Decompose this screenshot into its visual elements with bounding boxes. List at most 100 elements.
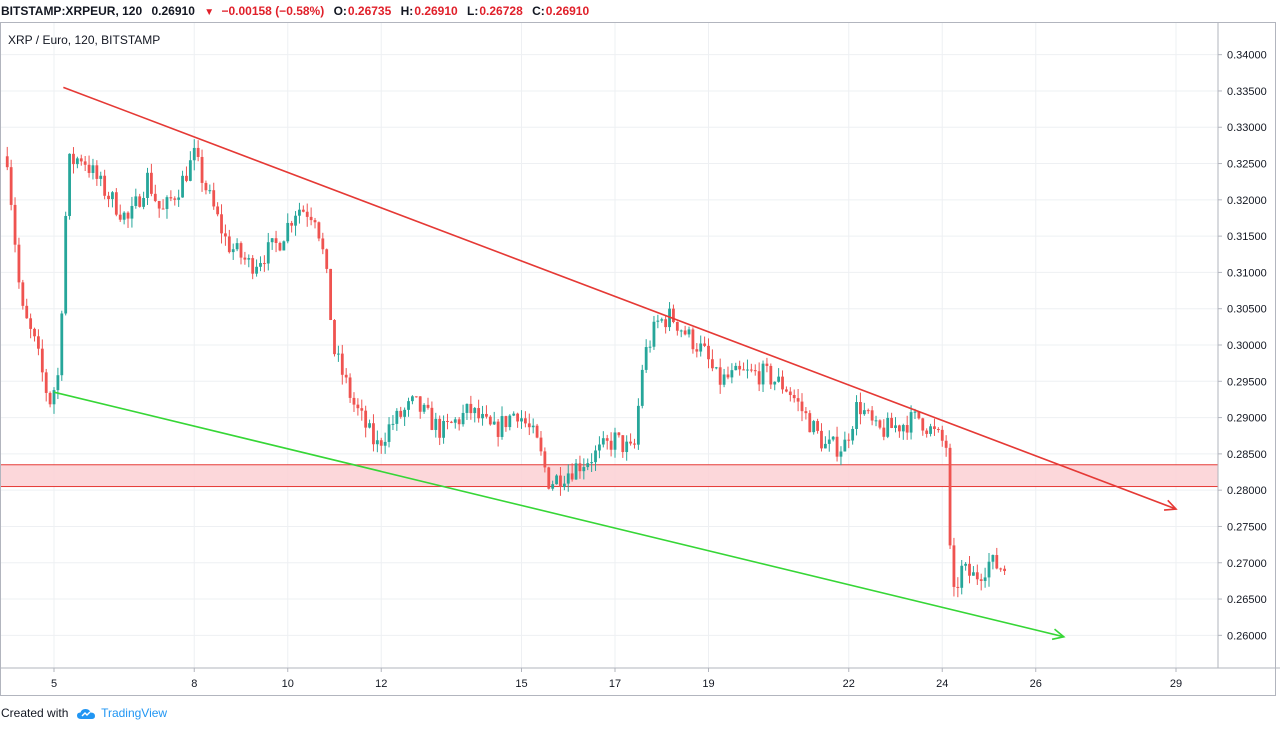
candle-down bbox=[539, 437, 543, 452]
candle-down bbox=[469, 403, 473, 414]
candle-down bbox=[683, 330, 687, 335]
candle-down bbox=[535, 425, 539, 438]
close-label: C: bbox=[532, 4, 545, 18]
candle-down bbox=[430, 407, 434, 430]
candle-down bbox=[921, 418, 925, 431]
y-tick-label: 0.26500 bbox=[1227, 594, 1267, 606]
candle-down bbox=[216, 206, 220, 215]
candle-up bbox=[122, 212, 126, 220]
candle-up bbox=[492, 421, 496, 425]
candle-up bbox=[91, 165, 95, 173]
candle-down bbox=[738, 365, 742, 370]
candle-down bbox=[703, 343, 707, 346]
candle-down bbox=[905, 425, 909, 433]
candle-up bbox=[574, 463, 578, 480]
candle-down bbox=[664, 319, 668, 328]
candle-up bbox=[165, 197, 169, 209]
candle-down bbox=[196, 147, 200, 157]
candle-up bbox=[395, 410, 399, 424]
down-triangle-icon: ▼ bbox=[204, 7, 215, 18]
candle-up bbox=[874, 420, 878, 422]
candle-down bbox=[633, 443, 636, 445]
candle-down bbox=[488, 416, 492, 425]
candle-up bbox=[508, 415, 512, 428]
candle-down bbox=[933, 426, 936, 430]
x-tick-label: 19 bbox=[702, 678, 714, 690]
candle-down bbox=[749, 369, 753, 371]
candle-down bbox=[118, 214, 122, 220]
candle-down bbox=[765, 363, 769, 366]
candle-up bbox=[831, 436, 835, 440]
candle-down bbox=[126, 212, 130, 219]
candle-down bbox=[718, 367, 722, 385]
high-label: H: bbox=[400, 4, 414, 18]
y-tick-label: 0.30500 bbox=[1227, 304, 1267, 316]
candle-down bbox=[769, 365, 773, 385]
candle-up bbox=[714, 367, 718, 369]
candle-up bbox=[566, 473, 570, 484]
candle-down bbox=[5, 156, 9, 168]
y-tick-label: 0.27500 bbox=[1227, 521, 1267, 533]
candle-up bbox=[777, 376, 781, 382]
candlestick-series bbox=[5, 139, 1006, 598]
candle-down bbox=[804, 411, 808, 414]
candle-up bbox=[192, 147, 196, 161]
candle-down bbox=[859, 402, 862, 415]
candle-up bbox=[465, 403, 469, 413]
candle-down bbox=[543, 451, 547, 468]
candle-down bbox=[477, 408, 481, 419]
candle-down bbox=[975, 572, 979, 580]
tradingview-cloud-icon bbox=[76, 708, 95, 719]
open-label: O: bbox=[333, 4, 347, 18]
candle-up bbox=[422, 404, 426, 412]
candle-up bbox=[909, 412, 913, 433]
candle-up bbox=[453, 419, 457, 423]
candle-up bbox=[500, 416, 504, 437]
candle-down bbox=[917, 411, 921, 419]
y-tick-label: 0.34000 bbox=[1227, 50, 1267, 62]
candle-up bbox=[894, 425, 897, 428]
y-tick-label: 0.28500 bbox=[1227, 449, 1267, 461]
candle-down bbox=[243, 257, 247, 260]
close-value: 0.26910 bbox=[545, 4, 590, 18]
candle-down bbox=[870, 410, 874, 421]
x-tick-label: 22 bbox=[843, 678, 855, 690]
candle-down bbox=[317, 222, 321, 239]
candle-down bbox=[227, 236, 231, 253]
candle-up bbox=[52, 390, 56, 405]
candle-down bbox=[952, 545, 956, 587]
candle-up bbox=[64, 215, 68, 314]
candle-up bbox=[403, 409, 407, 417]
candle-down bbox=[504, 416, 508, 428]
x-axis-ticks: 5 8 10 12 15 17 19 22 24 26 29 bbox=[51, 668, 1182, 690]
tradingview-link[interactable]: TradingView bbox=[101, 706, 168, 720]
y-tick-label: 0.32500 bbox=[1227, 159, 1267, 171]
symbol-name[interactable]: BITSTAMP:XRPEUR, 120 bbox=[1, 4, 143, 18]
candle-down bbox=[446, 420, 449, 422]
x-tick-label: 17 bbox=[609, 678, 621, 690]
candle-up bbox=[387, 424, 391, 442]
candle-down bbox=[672, 308, 675, 323]
candle-down bbox=[185, 175, 188, 181]
candle-down bbox=[107, 195, 110, 200]
candle-up bbox=[375, 440, 379, 445]
candle-down bbox=[609, 440, 613, 450]
candle-down bbox=[800, 401, 804, 412]
candle-down bbox=[866, 410, 870, 412]
candle-up bbox=[991, 555, 995, 562]
candle-up bbox=[640, 369, 644, 406]
trendlines bbox=[53, 86, 1178, 641]
candle-up bbox=[598, 444, 601, 451]
candle-up bbox=[461, 412, 465, 425]
candle-down bbox=[138, 196, 142, 207]
candle-up bbox=[983, 577, 987, 581]
candle-up bbox=[531, 425, 535, 428]
candle-up bbox=[586, 463, 590, 468]
candle-up bbox=[679, 330, 683, 332]
candle-up bbox=[582, 467, 586, 472]
candle-down bbox=[329, 268, 333, 321]
candle-up bbox=[722, 374, 726, 385]
candle-up bbox=[434, 418, 438, 430]
y-tick-label: 0.31000 bbox=[1227, 267, 1267, 279]
price-chart[interactable]: 0.26000 0.26500 0.27000 0.27500 0.28000 0.285… bbox=[0, 22, 1280, 696]
